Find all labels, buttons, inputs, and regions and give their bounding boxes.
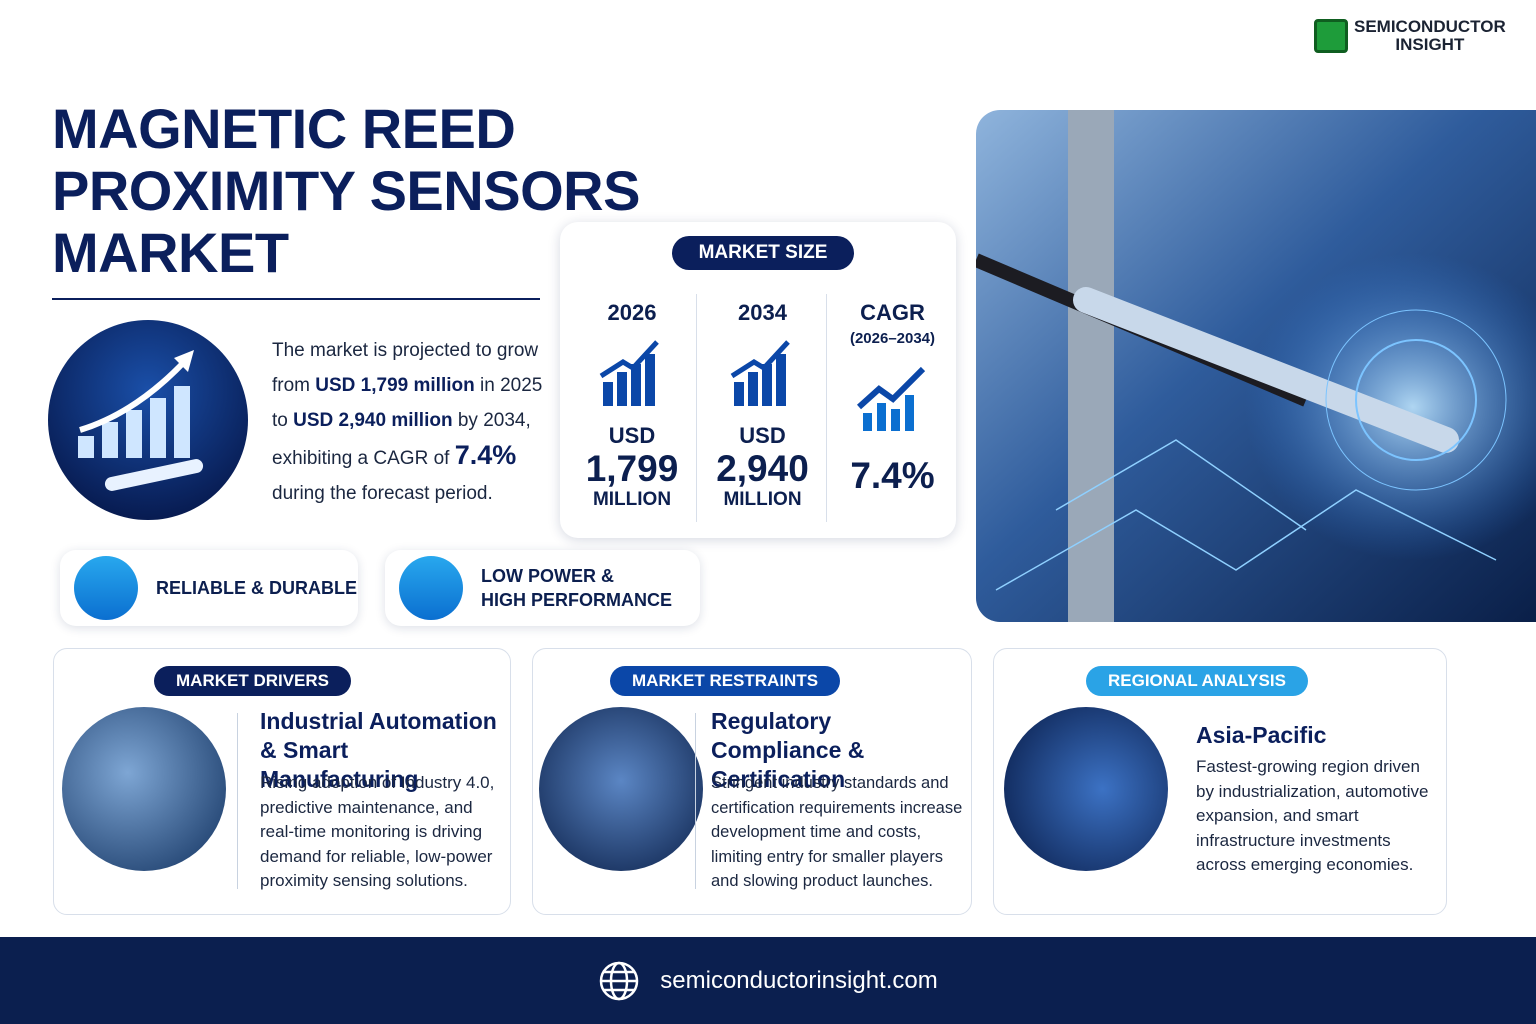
summary-text: by 2034, exhibiting a CAGR of	[272, 410, 531, 469]
feature-pill: RELIABLE & DURABLE	[60, 550, 358, 626]
icon-bar	[78, 436, 94, 458]
logo-line: SEMICONDUCTOR	[1354, 17, 1506, 36]
icon-reed	[104, 459, 204, 491]
feature-pill: LOW POWER & HIGH PERFORMANCE	[385, 550, 700, 626]
column-value: 2,940	[716, 448, 809, 489]
icon-bar	[150, 398, 166, 458]
summary-text: in 2025 to	[272, 375, 543, 431]
column-unit: MILLION	[723, 489, 802, 510]
column-year: CAGR	[860, 300, 925, 325]
footer: semiconductorinsight.com	[0, 937, 1536, 1024]
feature-line: RELIABLE & DURABLE	[156, 578, 357, 598]
card-image	[1004, 707, 1168, 871]
icon-arrowhead	[174, 350, 194, 372]
summary: The market is projected to grow from USD…	[272, 333, 552, 511]
logo-text: SEMICONDUCTOR INSIGHT	[1354, 18, 1506, 54]
market-size-column: 2026 USD 1,799 MILLION	[566, 294, 698, 522]
icon-bars	[78, 386, 190, 458]
card-divider	[695, 713, 696, 889]
title-line: MAGNETIC REED	[52, 97, 516, 160]
title: MAGNETIC REED PROXIMITY SENSORS MARKET	[52, 98, 640, 284]
icon-circle	[48, 320, 248, 520]
card-tag: REGIONAL ANALYSIS	[1086, 666, 1308, 696]
column-prefix: USD	[608, 423, 656, 448]
market-size-column: 2034 USD 2,940 MILLION	[696, 294, 828, 522]
logo-icon	[1314, 19, 1348, 53]
info-card: MARKET DRIVERS Industrial Automation & S…	[53, 648, 511, 915]
card-image	[62, 707, 226, 871]
card-tag: MARKET DRIVERS	[154, 666, 352, 696]
factory-photo	[976, 110, 1536, 622]
column-year: 2034	[738, 300, 787, 325]
info-card: REGIONAL ANALYSIS Asia-Pacific Fastest-g…	[993, 648, 1447, 915]
photo-sensor	[1073, 287, 1459, 453]
card-heading: Asia-Pacific	[1196, 722, 1327, 748]
icon-arrow	[79, 357, 189, 433]
card-body: Rising adoption of Industry 4.0, predict…	[260, 773, 495, 890]
summary-text: The market is projected to grow from	[272, 340, 539, 396]
chart-icon	[730, 340, 790, 406]
logo-line: INSIGHT	[1395, 35, 1465, 54]
title-line: PROXIMITY SENSORS	[52, 159, 640, 222]
feature-line: HIGH PERFORMANCE	[481, 590, 673, 610]
summary-highlight: USD 2,940 million	[293, 410, 453, 431]
feature-icon	[74, 556, 138, 620]
logo: SEMICONDUCTOR INSIGHT	[1314, 18, 1506, 54]
card-tag: MARKET RESTRAINTS	[610, 666, 841, 696]
photo-ring	[1325, 309, 1507, 491]
feature-text: RELIABLE & DURABLE	[156, 576, 357, 600]
summary-text: during the forecast period.	[272, 483, 493, 504]
card-body: Stringent industry standards and certifi…	[711, 774, 963, 890]
icon-bar	[174, 386, 190, 458]
column-unit: MILLION	[592, 489, 672, 510]
divider	[52, 298, 540, 300]
globe-icon	[600, 961, 639, 1000]
feature-icon	[399, 556, 463, 620]
photo-post	[1068, 110, 1114, 622]
market-size-label: MARKET SIZE	[672, 236, 854, 270]
icon-bar	[102, 422, 118, 458]
card-heading: Regulatory Compliance & Certification	[711, 708, 865, 792]
card-body: Fastest-growing region driven by industr…	[1196, 757, 1429, 874]
column-value: 7.4%	[850, 455, 935, 496]
feature-text: LOW POWER & HIGH PERFORMANCE	[481, 564, 672, 612]
column-value: 1,799	[585, 448, 679, 489]
card-image	[539, 707, 703, 871]
summary-highlight: USD 1,799 million	[315, 375, 475, 396]
growth-icon	[48, 320, 248, 520]
footer-url: semiconductorinsight.com	[660, 966, 938, 994]
photo-ring	[1355, 339, 1477, 461]
info-card: MARKET RESTRAINTS Regulatory Compliance …	[532, 648, 972, 915]
column-sub: (2026–2034)	[849, 330, 936, 347]
summary-highlight: 7.4%	[454, 440, 517, 470]
title-line: MARKET	[52, 221, 289, 284]
icon-bar	[126, 410, 142, 458]
feature-line: LOW POWER &	[481, 566, 614, 586]
chart-icon	[856, 366, 925, 431]
photo-network	[995, 439, 1497, 591]
chart-icon	[599, 340, 659, 406]
card-divider	[237, 713, 238, 889]
market-size-column: CAGR (2026–2034) 7.4%	[826, 294, 958, 522]
column-year: 2026	[607, 300, 657, 325]
column-prefix: USD	[739, 423, 786, 448]
card-heading: Industrial Automation & Smart Manufactur…	[260, 708, 497, 792]
market-size-card: MARKET SIZE 2026 USD 1,799 MILLION 2034 …	[560, 222, 956, 538]
